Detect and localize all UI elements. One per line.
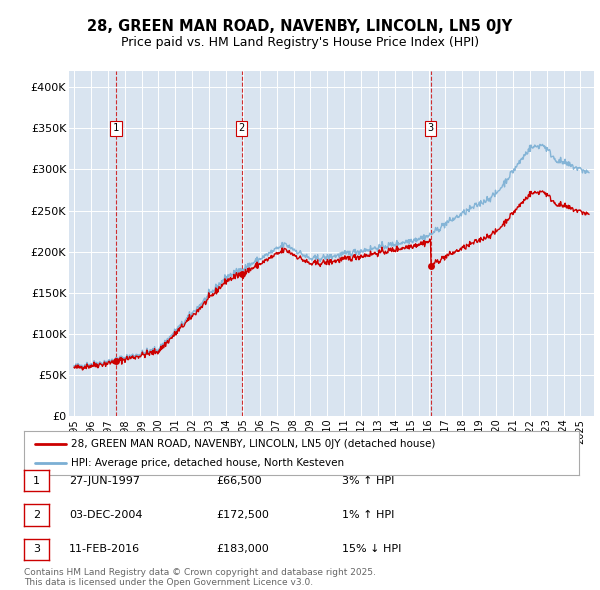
Text: 3% ↑ HPI: 3% ↑ HPI [342,476,394,486]
Text: 2: 2 [238,123,245,133]
Text: 11-FEB-2016: 11-FEB-2016 [69,545,140,554]
Text: 27-JUN-1997: 27-JUN-1997 [69,476,140,486]
Text: 3: 3 [33,545,40,554]
Text: £66,500: £66,500 [216,476,262,486]
Text: £172,500: £172,500 [216,510,269,520]
Text: 3: 3 [427,123,434,133]
Text: 1: 1 [113,123,119,133]
Text: 2: 2 [33,510,40,520]
Text: 28, GREEN MAN ROAD, NAVENBY, LINCOLN, LN5 0JY: 28, GREEN MAN ROAD, NAVENBY, LINCOLN, LN… [88,19,512,34]
Text: 03-DEC-2004: 03-DEC-2004 [69,510,143,520]
Text: Contains HM Land Registry data © Crown copyright and database right 2025.
This d: Contains HM Land Registry data © Crown c… [24,568,376,587]
Text: 1: 1 [33,476,40,486]
Text: £183,000: £183,000 [216,545,269,554]
Text: 15% ↓ HPI: 15% ↓ HPI [342,545,401,554]
Text: 28, GREEN MAN ROAD, NAVENBY, LINCOLN, LN5 0JY (detached house): 28, GREEN MAN ROAD, NAVENBY, LINCOLN, LN… [71,439,436,449]
Text: Price paid vs. HM Land Registry's House Price Index (HPI): Price paid vs. HM Land Registry's House … [121,36,479,49]
Text: HPI: Average price, detached house, North Kesteven: HPI: Average price, detached house, Nort… [71,458,344,467]
Text: 1% ↑ HPI: 1% ↑ HPI [342,510,394,520]
